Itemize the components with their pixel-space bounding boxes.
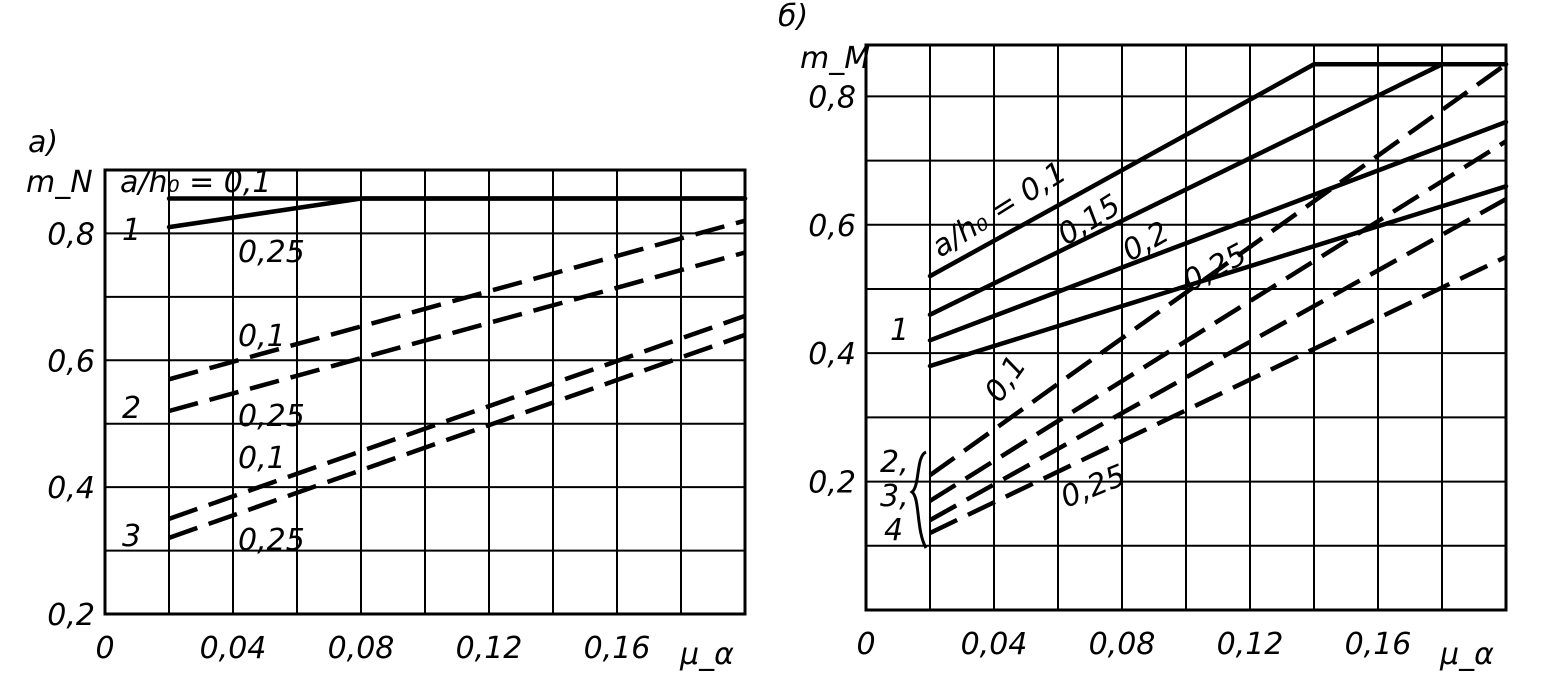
chart-a-curve-label-0.25-group2: 0,25 [238, 399, 305, 434]
chart-b-series-7-line [929, 254, 1507, 536]
chart-a-x-tick-label: 0 [95, 631, 114, 666]
chart-b-series-3-line [927, 184, 1509, 369]
chart-a-series [166, 196, 748, 541]
chart-a-x-axis-label: μ_α [679, 637, 734, 672]
chart-a: 0 0,04 0,08 0,12 0,16 0,20,40,60,8 а) m_N μ_… [26, 125, 748, 672]
chart-a-series-5-line [168, 332, 746, 541]
chart-a-y-tick-label: 0,6 [47, 344, 95, 379]
chart-a-series-2-line [168, 218, 746, 382]
chart-a-x-tick-label: 0,16 [584, 631, 651, 666]
chart-b-group-label-3: 3, [880, 479, 909, 514]
chart-b-group-label-1: 1 [890, 313, 909, 348]
chart-b-y-tick-label: 0,6 [808, 209, 856, 244]
chart-a-curve-label-0.1-group2: 0,1 [238, 319, 286, 354]
chart-b-x-tick-label: 0,12 [1217, 627, 1284, 662]
chart-a-curve-label-a-h0-0.1: a/h₀ = 0,1 [120, 165, 271, 200]
chart-a-panel-label: а) [28, 125, 58, 160]
chart-b-x-tick-label: 0,08 [1089, 627, 1156, 662]
chart-b-series-6-line [928, 197, 1508, 523]
chart-a-gridlines [105, 170, 745, 614]
chart-a-x-tick-label: 0,08 [328, 631, 395, 666]
chart-b-y-axis-label: m_M [800, 41, 870, 76]
chart-b-y-tick-label: 0,8 [808, 80, 856, 115]
chart-b-x-ticks: 0 0,04 0,08 0,12 0,16 [856, 627, 1411, 662]
chart-b-series [927, 62, 1509, 536]
chart-b-series-1-line [927, 62, 1509, 317]
chart-a-group-label-2: 2 [122, 391, 141, 426]
chart-a-curve-label-0.25-group3: 0,25 [238, 523, 305, 558]
chart-a-y-axis-label: m_N [26, 165, 93, 200]
chart-a-series-4-line [168, 313, 746, 522]
chart-a-curve-label-0.1-group3: 0,1 [238, 441, 286, 476]
chart-a-x-ticks: 0 0,04 0,08 0,12 0,16 [95, 631, 650, 666]
chart-a-y-tick-label: 0,4 [47, 471, 95, 506]
chart-b-series-5-line [928, 139, 1508, 503]
chart-b-group-label-4: 4 [884, 513, 903, 548]
chart-a-x-tick-label: 0,12 [456, 631, 523, 666]
chart-b-curve-label-0.2: 0,2 [1117, 215, 1176, 269]
chart-b-y-tick-label: 0,4 [808, 337, 856, 372]
chart-b-y-ticks: 0,2 0,4 0,6 0,8 [808, 80, 856, 500]
chart-a-series-3-line [168, 250, 746, 414]
chart-b-panel-label: б) [778, 0, 808, 34]
chart-a-y-tick-label: 0,8 [47, 217, 95, 252]
chart-b-x-tick-label: 0,16 [1345, 627, 1412, 662]
chart-a-y-tick-label: 0,2 [47, 598, 95, 633]
chart-a-x-tick-label: 0,04 [200, 631, 267, 666]
chart-b-series-4-line [928, 62, 1508, 478]
chart-b-curve-label-0.15: 0,15 [1052, 188, 1127, 253]
chart-b-y-tick-label: 0,2 [808, 466, 856, 501]
chart-a-y-ticks: 0,2 0,4 0,6 0,8 [47, 217, 95, 633]
chart-a-group-label-1: 1 [122, 213, 141, 248]
chart-b-x-tick-label: 0 [856, 627, 875, 662]
chart-a-group-label-3: 3 [122, 519, 141, 554]
chart-b-group-label-2: 2, [880, 445, 909, 480]
chart-b-x-tick-label: 0,04 [961, 627, 1028, 662]
chart-b-series-2-line [927, 119, 1509, 343]
chart-b: 0 0,04 0,08 0,12 0,16 0,2 0,4 0,6 0,8 б) m_M μ_… [778, 0, 1509, 672]
chart-b-x-axis-label: μ_α [1439, 637, 1494, 672]
chart-b-group-brace [909, 450, 928, 549]
chart-a-curve-label-0.25-solid: 0,25 [238, 235, 305, 270]
chart-a-series-1-line [166, 196, 748, 230]
chart-b-curve-label-0.1-dashed: 0,1 [978, 349, 1034, 408]
